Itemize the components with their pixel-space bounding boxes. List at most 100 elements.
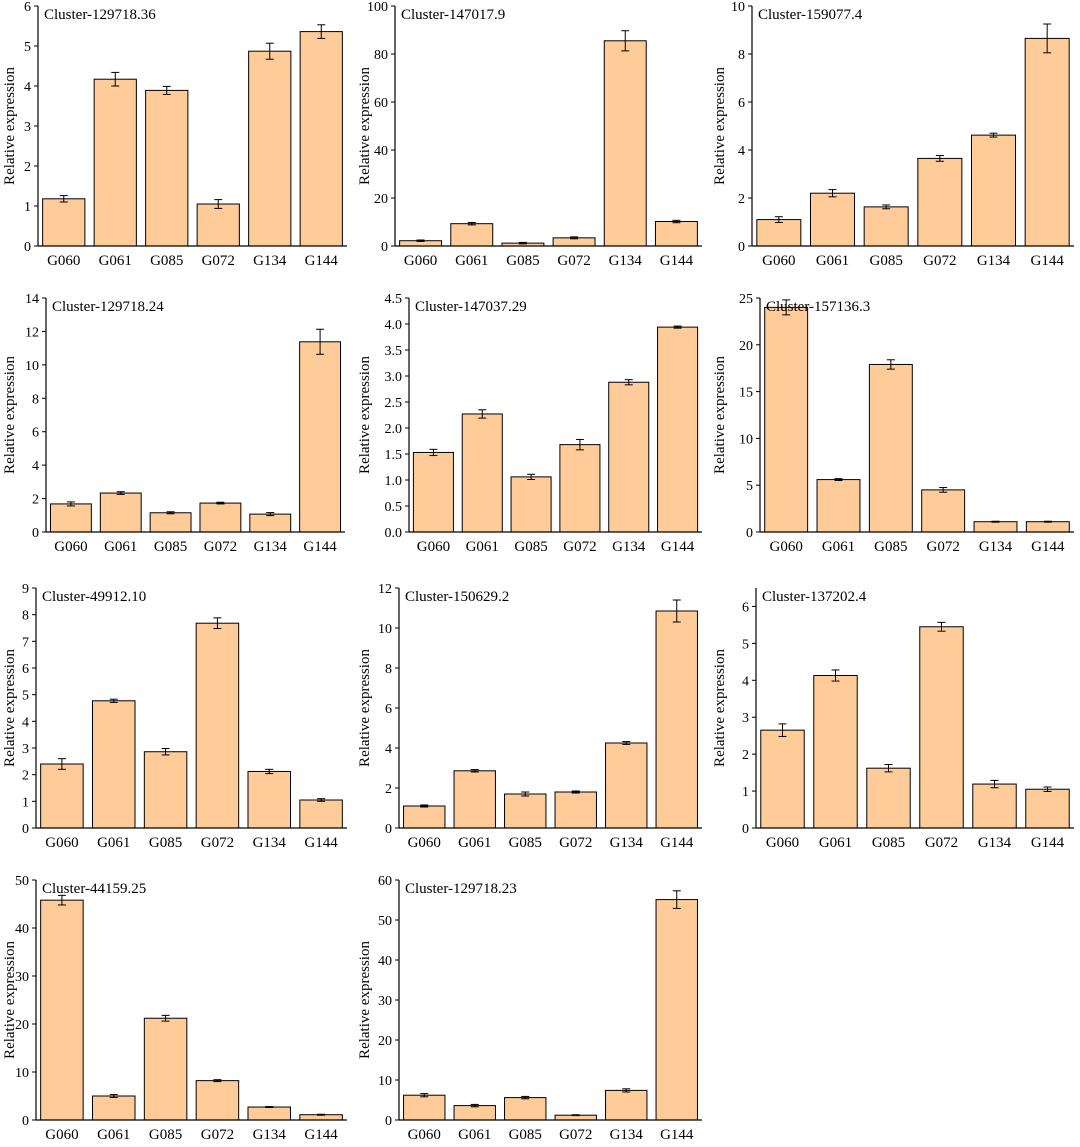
category-label: G144: [1030, 253, 1064, 269]
y-tick-label: 4.5: [385, 292, 403, 307]
y-tick-label: 20: [378, 1034, 392, 1049]
bar: [40, 763, 84, 829]
bar: [40, 899, 84, 1121]
y-tick-label: 2: [24, 160, 31, 175]
y-tick-label: 0: [22, 1114, 29, 1129]
chart-title: Cluster-44159.25: [42, 881, 146, 897]
bar-chart-panel: G060 G061 G085 G072 G134 G144 0.0 0.5 1.0 1.5 2.0 2…: [357, 292, 702, 555]
bar: [809, 192, 856, 247]
category-label: G060: [766, 835, 799, 851]
bar: [249, 513, 292, 533]
bar-chart-panel: G060 G061 G085 G072 G134 G144 0 1 2 3 4 5 6 Cluster-1…: [712, 588, 1074, 851]
category-label: G060: [762, 253, 795, 269]
bar: [1025, 788, 1070, 829]
category-label: G085: [506, 253, 539, 269]
bar: [403, 805, 446, 829]
y-tick-label: 1.0: [385, 474, 403, 489]
category-label: G061: [455, 253, 488, 269]
y-tick-label: 3.0: [385, 370, 403, 385]
category-label: G060: [45, 1127, 78, 1143]
category-label: G134: [609, 253, 643, 269]
category-label: G134: [253, 1127, 287, 1143]
bar-chart-panel: G060 G061 G085 G072 G134 G144 0 5 10 15 20 25 Cluste…: [712, 292, 1074, 555]
bar-chart-panel: G060 G061 G085 G072 G134 G144 0 20 40 60 80 100 Clus…: [357, 0, 702, 269]
y-tick-label: 25: [739, 292, 753, 307]
y-tick-label: 10: [731, 0, 745, 15]
category-label: G134: [978, 835, 1012, 851]
bar: [247, 1106, 292, 1121]
bar: [299, 799, 343, 829]
category-label: G072: [204, 539, 237, 555]
y-axis-label: Relative expression: [2, 67, 18, 185]
bar: [143, 1017, 188, 1121]
category-label: G085: [874, 539, 907, 555]
category-label: G144: [661, 539, 695, 555]
y-tick-label: 10: [15, 1066, 29, 1081]
category-label: G072: [202, 253, 235, 269]
category-label: G072: [559, 835, 592, 851]
category-label: G085: [154, 539, 187, 555]
y-tick-label: 7: [22, 635, 29, 650]
bar: [816, 479, 861, 533]
y-tick-label: 60: [374, 96, 388, 111]
y-tick-label: 8: [738, 48, 745, 63]
y-tick-label: 0: [24, 240, 31, 255]
bar: [921, 489, 966, 533]
y-tick-label: 0.5: [385, 500, 403, 515]
category-label: G060: [45, 835, 78, 851]
category-label: G060: [47, 253, 80, 269]
y-tick-label: 6: [24, 0, 31, 15]
y-tick-label: 5: [746, 479, 753, 494]
y-tick-label: 0: [385, 822, 392, 837]
y-tick-label: 40: [378, 954, 392, 969]
y-tick-label: 4: [24, 80, 31, 95]
y-tick-label: 4: [32, 459, 39, 474]
category-label: G144: [303, 539, 337, 555]
y-axis-label: Relative expression: [712, 356, 728, 474]
y-tick-label: 10: [378, 622, 392, 637]
chart-title: Cluster-147037.29: [415, 299, 527, 315]
bar: [248, 50, 292, 247]
category-label: G060: [769, 539, 802, 555]
category-label: G060: [408, 835, 441, 851]
bar: [91, 1095, 136, 1121]
bar: [510, 476, 552, 533]
category-label: G134: [253, 835, 287, 851]
y-tick-label: 15: [739, 386, 753, 401]
y-tick-label: 6: [738, 96, 745, 111]
y-axis-label: Relative expression: [712, 649, 728, 767]
category-label: G085: [514, 539, 547, 555]
category-label: G134: [610, 1127, 644, 1143]
y-tick-label: 5: [22, 689, 29, 704]
y-tick-label: 1: [742, 785, 749, 800]
y-tick-label: 6: [32, 426, 39, 441]
y-tick-label: 100: [367, 0, 388, 15]
bar: [299, 341, 342, 533]
bar: [973, 521, 1018, 533]
y-tick-label: 6: [22, 662, 29, 677]
category-label: G061: [458, 835, 491, 851]
category-label: G072: [557, 253, 590, 269]
y-tick-label: 30: [378, 994, 392, 1009]
bar: [1024, 37, 1070, 247]
y-tick-label: 8: [385, 662, 392, 677]
y-tick-label: 50: [378, 914, 392, 929]
bar: [605, 1089, 648, 1121]
y-tick-label: 0: [32, 526, 39, 541]
y-tick-label: 0: [746, 526, 753, 541]
bar: [247, 770, 292, 829]
y-tick-label: 2: [32, 493, 39, 508]
bar: [760, 729, 805, 829]
y-tick-label: 20: [374, 192, 388, 207]
bar: [412, 451, 454, 533]
category-label: G072: [559, 1127, 592, 1143]
category-label: G085: [149, 835, 182, 851]
category-label: G072: [925, 835, 958, 851]
y-tick-label: 40: [374, 144, 388, 159]
bar: [504, 1097, 547, 1121]
y-tick-label: 0: [738, 240, 745, 255]
bar: [605, 742, 648, 829]
chart-title: Cluster-157136.3: [766, 299, 870, 315]
category-label: G144: [304, 835, 338, 851]
